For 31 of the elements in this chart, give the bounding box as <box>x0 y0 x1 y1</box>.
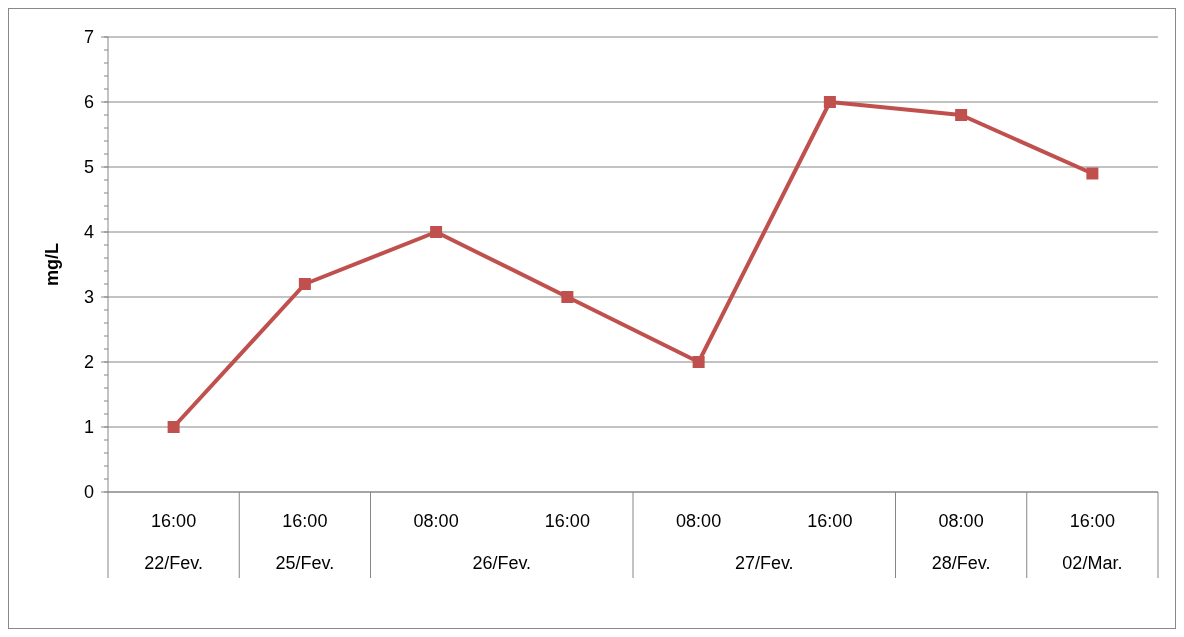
y-tick-label: 7 <box>83 27 94 48</box>
x-tick-label: 16:00 <box>807 511 853 531</box>
y-tick-label: 2 <box>83 352 94 373</box>
text: 25/Fev. <box>275 553 335 573</box>
text: 28/Fev. <box>931 553 991 573</box>
point <box>430 226 443 238</box>
x-tick-label: 08:00 <box>938 511 984 531</box>
text: 02/Mar. <box>1062 553 1123 573</box>
point <box>298 278 311 290</box>
point <box>1086 167 1099 180</box>
text: 22/Fev. <box>144 553 203 573</box>
y-tick-label: 3 <box>83 287 94 308</box>
x-tick-label: 16:00 <box>151 511 197 531</box>
point <box>561 291 574 303</box>
text: 27/Fev. <box>734 553 794 573</box>
x-tick-label: 16:00 <box>1069 511 1115 531</box>
y-axis-title: mg/L <box>42 243 62 286</box>
x-tick-label: 08:00 <box>413 511 459 531</box>
y-tick-label: 0 <box>83 482 94 503</box>
point <box>692 356 705 368</box>
y-tick-label: 1 <box>83 417 94 438</box>
x-tick-label: 08:00 <box>676 511 722 531</box>
x-tick-label: 16:00 <box>544 511 590 531</box>
point <box>823 96 836 108</box>
x-tick-label: 16:00 <box>282 511 328 531</box>
text: 26/Fev. <box>472 553 532 573</box>
y-tick-label: 6 <box>83 92 94 113</box>
point <box>955 109 968 121</box>
y-tick-label: 4 <box>83 222 94 243</box>
point <box>167 421 180 433</box>
y-tick-label: 5 <box>83 157 94 178</box>
